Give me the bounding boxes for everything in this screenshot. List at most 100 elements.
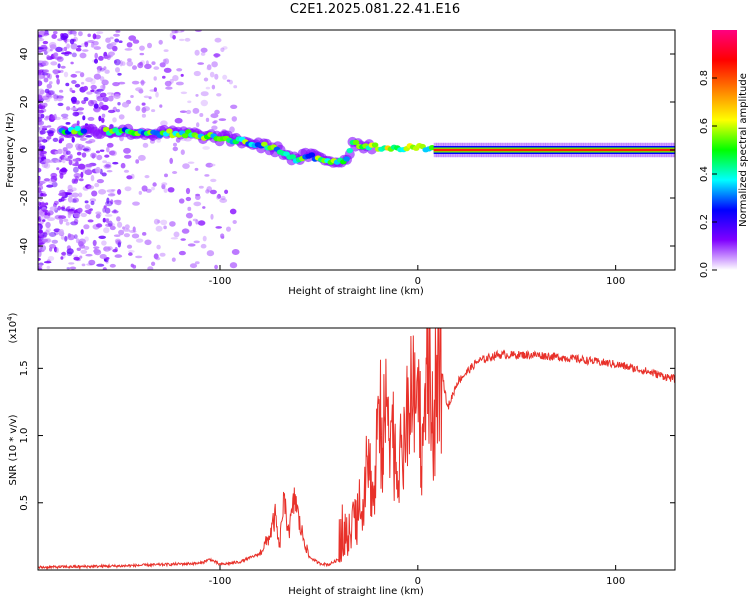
spectrogram-noise-cell	[87, 185, 95, 190]
spectrogram-noise-cell	[130, 263, 134, 268]
spectrogram-noise-cell	[216, 93, 222, 97]
spectrogram-noise-cell	[140, 79, 145, 86]
spectrogram-noise-cell	[110, 199, 114, 205]
spectrogram-noise-cell	[101, 113, 106, 118]
spectrogram-noise-cell	[112, 249, 118, 253]
spectrogram-noise-cell	[45, 238, 52, 243]
spectrogram-noise-cell	[40, 102, 46, 106]
spectrogram-noise-cell	[101, 240, 107, 246]
spectrogram-noise-cell	[85, 135, 92, 138]
spectrogram-noise-cell	[135, 159, 140, 164]
spectrogram-noise-cell	[53, 97, 58, 102]
spectrogram-noise-cell	[50, 61, 58, 66]
spectrogram-noise-cell	[159, 104, 163, 108]
spectrogram-x-axis-label: Height of straight line (km)	[288, 286, 424, 297]
spectrogram-noise-cell	[48, 179, 56, 184]
spectrogram-noise-cell	[81, 152, 87, 158]
spectrogram-noise-cell	[43, 69, 49, 73]
spectrogram-x-ticks: -100 0 100	[209, 265, 625, 287]
spectrogram-noise-cell	[60, 256, 64, 260]
spectrogram-noise-cell	[71, 192, 79, 198]
spectrogram-noise-cell	[104, 207, 111, 214]
spectrogram-noise-cell	[46, 130, 54, 134]
spectrogram-noise-cell	[226, 226, 231, 232]
spectrogram-noise-cell	[98, 189, 107, 195]
snr-multiplier-exponent: 4	[6, 316, 14, 321]
spectrogram-y-tick-label: 40	[19, 48, 30, 61]
spectrogram-noise-cell	[54, 150, 59, 155]
spectrogram-noise-cell	[65, 150, 71, 155]
spectrogram-ridge-cell	[371, 142, 379, 148]
spectrogram-noise-cell	[80, 249, 88, 254]
spectrogram-noise-cell	[109, 225, 116, 231]
spectrogram-noise-cell	[104, 214, 113, 217]
spectrogram-noise-cell	[153, 87, 157, 92]
spectrogram-noise-cell	[205, 86, 211, 90]
spectrogram-noise-cell	[128, 35, 137, 41]
spectrogram-noise-cell	[99, 101, 104, 107]
spectrogram-noise-cell	[109, 150, 117, 157]
spectrogram-noise-cell	[67, 196, 73, 203]
spectrogram-noise-cell	[200, 99, 208, 107]
spectrogram-noise-cell	[112, 45, 118, 52]
spectrogram-noise-cell	[108, 150, 116, 156]
spectrogram-noise-cell	[163, 49, 169, 52]
spectrogram-noise-cell	[56, 56, 64, 62]
spectrogram-noise-cell	[76, 151, 82, 156]
spectrogram-noise-cell	[102, 207, 106, 213]
spectrogram-noise-cell	[75, 70, 82, 74]
spectrogram-noise-cell	[38, 238, 43, 242]
spectrogram-noise-cell	[164, 58, 170, 65]
spectrogram-noise-cell	[94, 58, 98, 64]
spectrogram-noise-cell	[56, 95, 64, 102]
spectrogram-noise-cell	[87, 40, 95, 43]
spectrogram-noise-cell	[85, 77, 93, 83]
colorbar-ticks: 0.0 0.2 0.4 0.6 0.8	[699, 70, 717, 278]
spectrogram-noise-cell	[175, 81, 184, 86]
spectrogram-noise-cell	[106, 142, 114, 148]
spectrogram-noise-cell	[124, 48, 133, 51]
spectrogram-noise-cell	[82, 49, 89, 52]
spectrogram-noise-cell	[187, 206, 192, 211]
spectrogram-noise-cell	[197, 62, 204, 65]
spectrogram-noise-cell	[83, 246, 90, 250]
spectrogram-noise-cell	[109, 36, 114, 40]
spectrogram-noise-cell	[163, 188, 168, 193]
spectrogram-noise-cell	[117, 221, 123, 228]
snr-y-axis-label: SNR (10 * v/v)	[8, 414, 19, 485]
spectrogram-noise-cell	[153, 66, 160, 70]
spectrogram-noise-cell	[132, 65, 137, 70]
spectrogram-noise-cell	[179, 38, 185, 42]
spectrogram-noise-cell	[139, 45, 145, 51]
spectrogram-noise-cell	[113, 94, 121, 99]
spectrogram-noise-cell	[82, 115, 86, 121]
spectrogram-noise-cell	[81, 100, 87, 105]
spectrogram-noise-cell	[118, 114, 125, 120]
spectrogram-ridge-cell	[289, 154, 297, 160]
spectrogram-noise-cell	[38, 116, 43, 123]
spectrogram-noise-cell	[113, 33, 120, 37]
spectrogram-noise-cell	[115, 30, 121, 33]
spectrogram-noise-cell	[117, 189, 122, 195]
spectrogram-noise-cell	[193, 70, 201, 77]
spectrogram-noise-cell	[203, 77, 209, 82]
spectrogram-noise-cell	[65, 192, 72, 195]
spectrogram-noise-cell	[39, 220, 44, 225]
spectrogram-noise-cell	[73, 166, 79, 173]
snr-x-tick-label: 0	[415, 576, 421, 587]
spectrogram-noise-cell	[139, 80, 146, 84]
spectrogram-noise-cell	[209, 189, 217, 195]
chart-title: C2E1.2025.081.22.41.E16	[289, 2, 461, 17]
spectrogram-noise-cell	[101, 172, 107, 177]
spectrogram-noise-cell	[114, 254, 123, 258]
spectrogram-noise-cell	[93, 46, 102, 50]
spectrogram-noise-cell	[67, 189, 74, 193]
colorbar: 0.0 0.2 0.4 0.6 0.8 Normalized spectral ampl…	[699, 30, 749, 278]
spectrogram-noise-cell	[195, 219, 199, 225]
spectrogram-noise-cell	[95, 166, 101, 174]
spectrogram-noise-cell	[57, 102, 64, 107]
spectrogram-noise-cell	[90, 45, 96, 48]
spectrogram-noise-cell	[59, 89, 64, 93]
spectrogram-noise-cell	[83, 97, 89, 102]
spectrogram-noise-cell	[72, 111, 80, 117]
